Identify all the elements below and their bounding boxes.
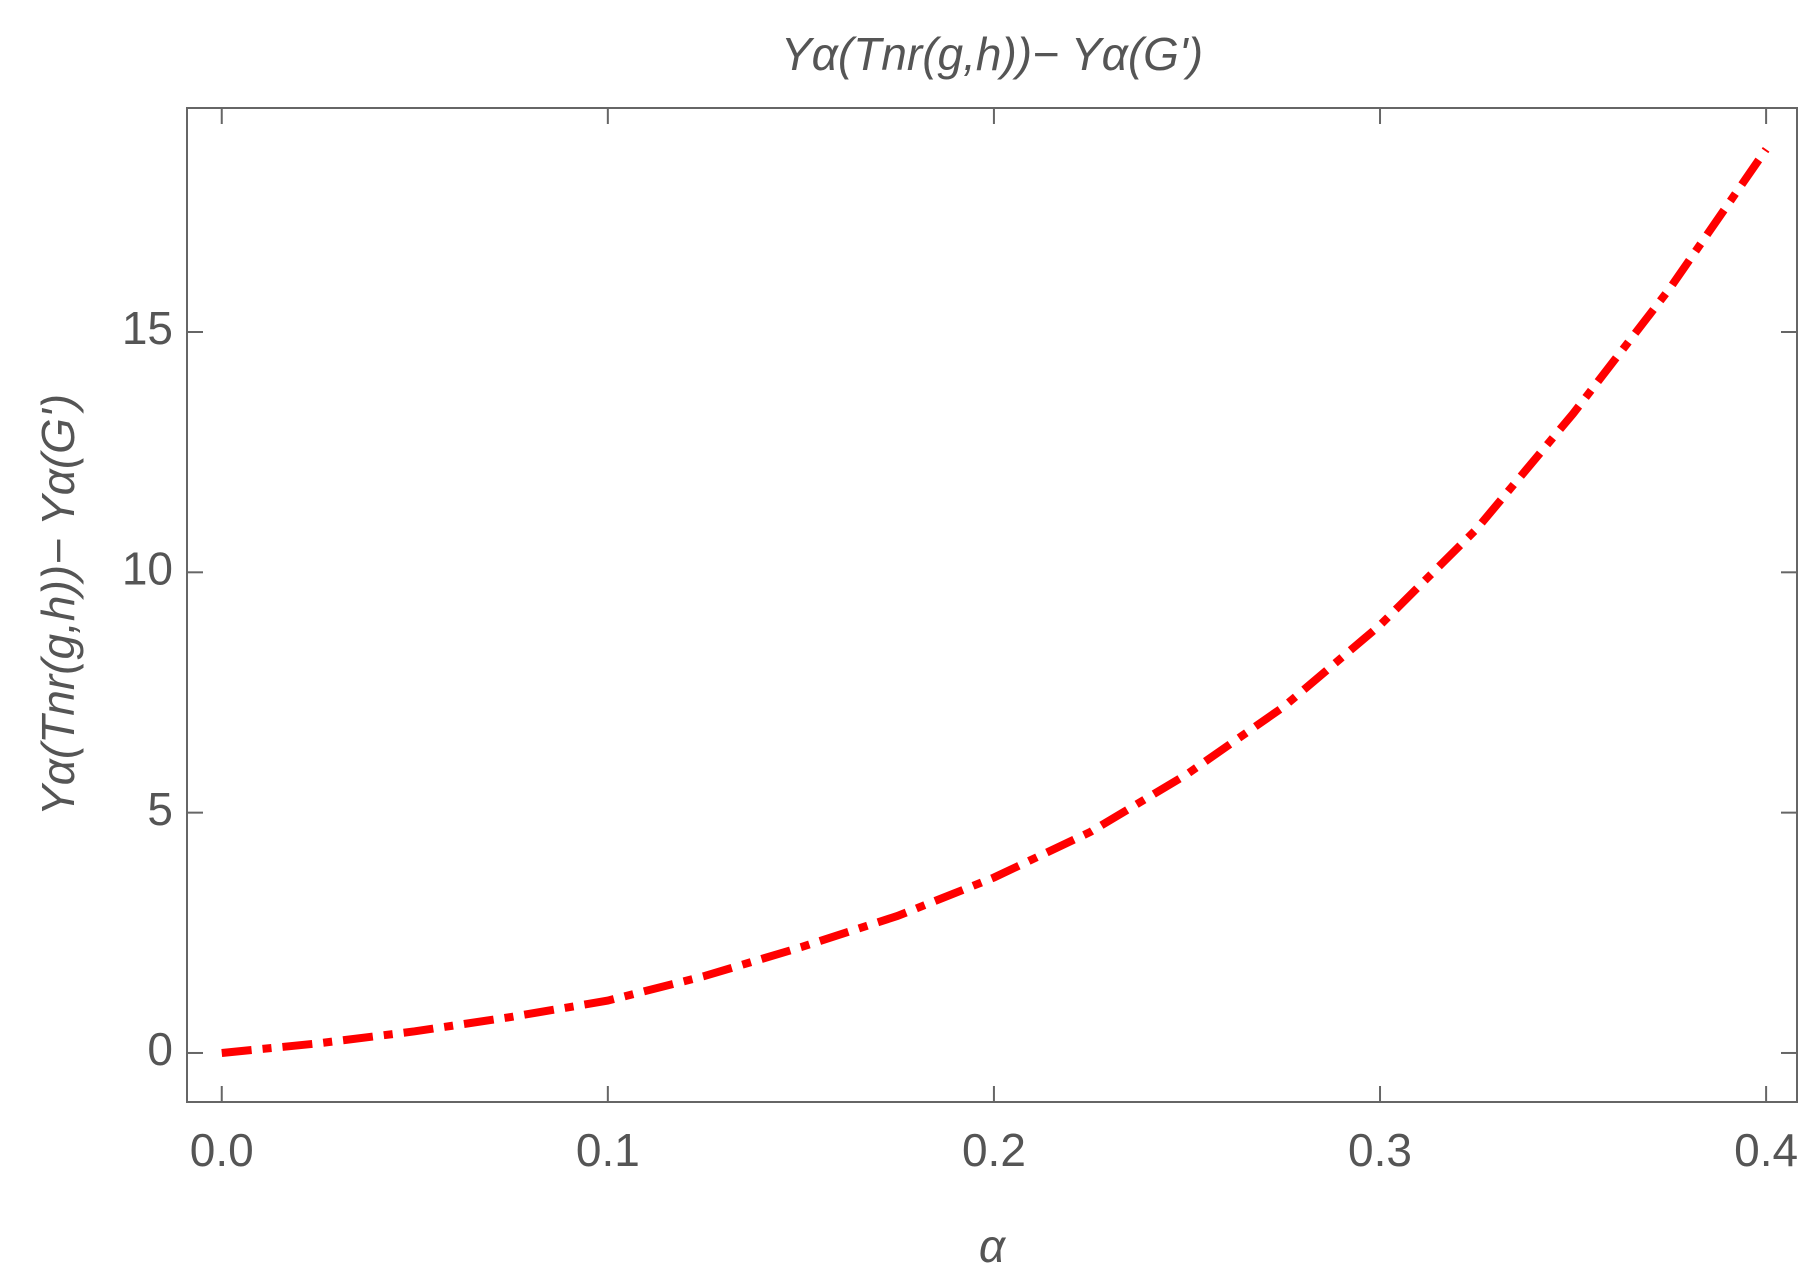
x-tick-label: 0.0 bbox=[190, 1124, 254, 1176]
y-axis-label: Yα(Tnr(g,h))− Yα(G') bbox=[32, 394, 84, 816]
x-tick-label: 0.2 bbox=[962, 1124, 1026, 1176]
x-tick-label: 0.1 bbox=[576, 1124, 640, 1176]
y-tick-label: 0 bbox=[147, 1023, 173, 1075]
chart-title: Yα(Tnr(g,h))− Yα(G') bbox=[781, 28, 1203, 80]
x-tick-label: 0.3 bbox=[1348, 1124, 1412, 1176]
x-tick-label: 0.4 bbox=[1734, 1124, 1798, 1176]
y-tick-label: 15 bbox=[122, 302, 173, 354]
x-axis-label: α bbox=[979, 1220, 1007, 1272]
y-tick-label: 5 bbox=[147, 783, 173, 835]
data-line bbox=[221, 147, 1770, 1057]
plot-frame bbox=[186, 107, 1798, 1103]
y-tick-label: 10 bbox=[122, 542, 173, 594]
